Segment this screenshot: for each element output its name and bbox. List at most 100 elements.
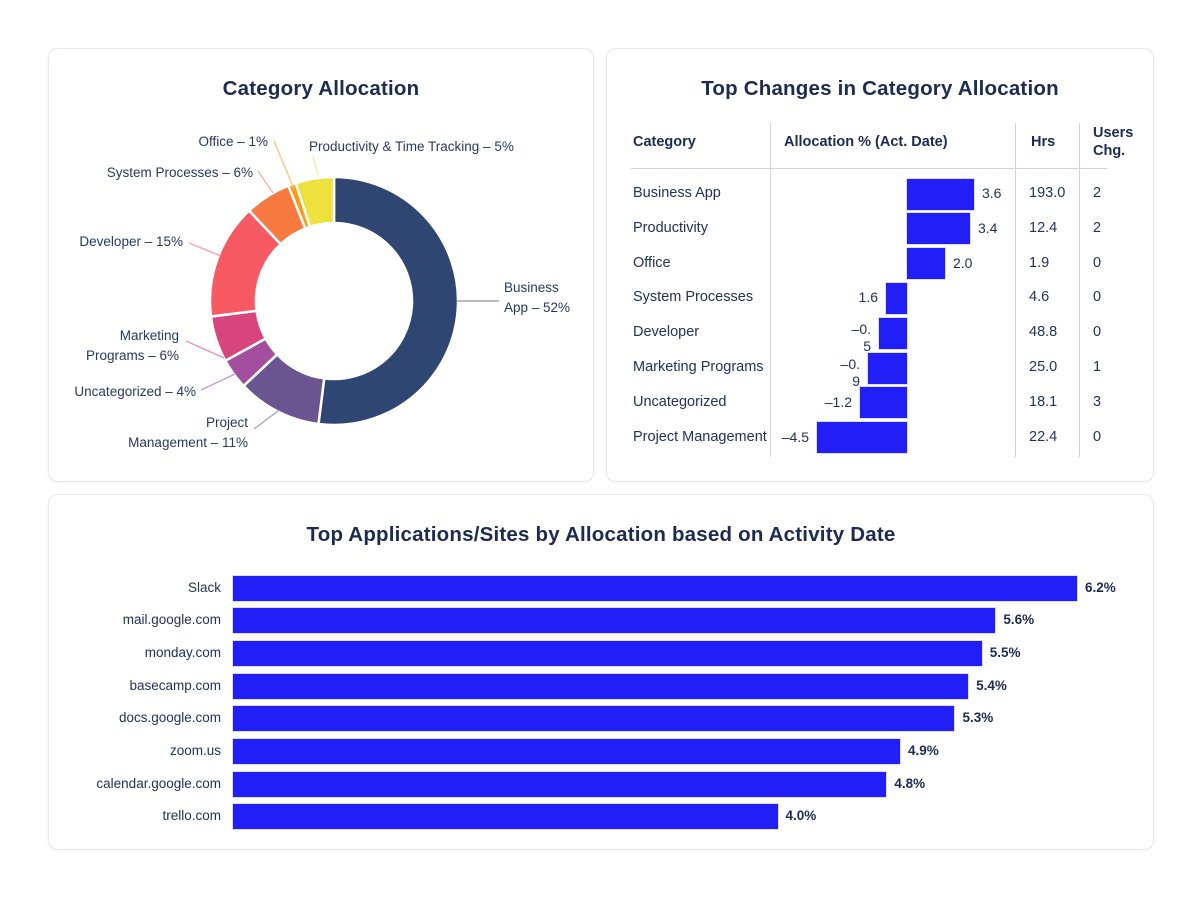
category-allocation-title: Category Allocation	[222, 77, 420, 100]
app-row-label-mail-google-com: mail.google.com	[122, 612, 221, 628]
change-value: 3.6	[982, 185, 1001, 202]
app-bar-trello-com	[233, 804, 778, 830]
hrs-value: 193.0	[1029, 185, 1066, 201]
app-row-label-calendar-google-com: calendar.google.com	[96, 775, 221, 791]
leader-line-project-management	[253, 410, 279, 430]
leader-line-office	[273, 140, 295, 190]
app-value-label: 5.6%	[1003, 612, 1035, 628]
leader-line-productivity-time-tracking	[312, 155, 319, 176]
callout-label-line: Marketing	[119, 328, 179, 343]
users-chg-value: 0	[1093, 289, 1102, 306]
table-row-category: Project Management	[633, 428, 767, 445]
app-bar-zoom-us	[233, 739, 901, 764]
change-value: 1.6	[816, 289, 878, 306]
app-row-label-zoom-us: zoom.us	[169, 743, 221, 758]
col-header-users-chg: Users Chg.	[1093, 124, 1133, 160]
change-value-line: –1.2	[824, 393, 852, 410]
app-bar-calendar-google-com	[233, 771, 887, 797]
hrs-value: 4.6	[1029, 289, 1050, 306]
table-row-category: Uncategorized	[633, 393, 727, 410]
top-changes-table: Category Allocation % (Act. Date) Hrs Us…	[607, 49, 1153, 481]
col-header-allocation: Allocation % (Act. Date)	[784, 134, 948, 150]
table-row-category: Office	[633, 254, 671, 271]
users-chg-value: 0	[1093, 324, 1102, 341]
col-header-hrs: Hrs	[1031, 134, 1056, 150]
change-value-line: 3.4	[978, 219, 998, 236]
app-row-label-basecamp-com: basecamp.com	[129, 677, 221, 693]
col-header-users-line2: Chg.	[1093, 143, 1126, 159]
app-value-label: 4.9%	[908, 743, 939, 758]
change-value-line: 9	[852, 372, 860, 389]
app-value-label: 5.4%	[976, 677, 1007, 693]
change-value-line: 3.6	[982, 185, 1002, 201]
users-chg-value: 0	[1093, 254, 1102, 271]
app-row-label-slack: Slack	[187, 579, 221, 595]
change-bar-marketing-programs	[868, 352, 907, 384]
change-bar-uncategorized	[860, 387, 907, 419]
callout-label-business-app: Business App – 52%	[504, 278, 570, 318]
callout-label-line: Developer – 15%	[79, 234, 183, 249]
hrs-value: 1.9	[1029, 254, 1050, 271]
hrs-value: 48.8	[1029, 324, 1058, 341]
header-divider	[631, 168, 1107, 169]
app-value-label: 5.5%	[989, 644, 1021, 660]
change-value: 2.0	[953, 255, 972, 272]
top-changes-title: Top Changes in Category Allocation	[701, 77, 1059, 100]
table-row-category: Marketing Programs	[633, 359, 764, 375]
callout-label-line: Business	[504, 280, 559, 295]
table-row-category: Productivity	[633, 219, 708, 236]
app-value-label: 4.8%	[894, 775, 926, 791]
table-row-category: Business App	[633, 185, 721, 201]
change-bar-productivity	[907, 213, 970, 245]
callout-label-line: System Processes – 6%	[106, 165, 253, 180]
users-chg-value: 2	[1093, 219, 1102, 236]
callout-label-line: Project	[205, 415, 248, 430]
app-bar-monday-com	[233, 640, 982, 666]
callout-label-line: Productivity & Time Tracking – 5%	[309, 139, 514, 154]
donut-segment-productivity-time-tracking	[294, 175, 336, 229]
change-bar-office	[907, 248, 945, 280]
callout-label-productivity-time-tracking: Productivity & Time Tracking – 5%	[309, 137, 514, 157]
donut-segment-business-app	[317, 175, 460, 427]
donut-svg	[185, 140, 499, 430]
change-bar-project-management	[817, 422, 907, 454]
app-value-label: 4.0%	[785, 808, 817, 824]
column-divider	[770, 123, 771, 457]
callout-label-line: Office – 1%	[198, 134, 268, 149]
change-value-line: –0.	[840, 355, 860, 372]
users-chg-value: 3	[1093, 393, 1102, 410]
app-value-label: 6.2%	[1085, 579, 1116, 595]
users-chg-value: 2	[1093, 185, 1102, 201]
change-value-line: –0.	[851, 320, 871, 337]
change-value: –1.2	[790, 394, 852, 411]
donut-chart: Business App – 52% Project Management – 11%…	[49, 49, 593, 481]
change-value: –0. 9	[798, 356, 860, 390]
change-value: –4.5	[747, 429, 809, 446]
change-bar-system-processes	[886, 282, 907, 314]
leader-line-marketing-programs	[185, 340, 225, 359]
top-changes-panel: Top Changes in Category Allocation Categ…	[606, 48, 1154, 482]
hrs-value: 12.4	[1029, 219, 1058, 236]
change-bar-business-app	[907, 178, 974, 210]
callout-label-developer: Developer – 15%	[79, 232, 183, 252]
top-apps-chart: Slack 6.2% mail.google.com 5.6% monday.com 5.…	[49, 495, 1153, 849]
table-rows: Business App 3.6 193.0 2 Productivity 3.4 12.4…	[607, 49, 1153, 481]
col-header-category: Category	[633, 134, 696, 150]
column-divider	[1079, 123, 1080, 457]
hrs-value: 22.4	[1029, 428, 1058, 445]
app-row-label-trello-com: trello.com	[162, 808, 221, 824]
callout-label-project-management: Project Management – 11%	[128, 413, 248, 453]
change-value-line: 5	[863, 337, 871, 354]
change-value-line: 2.0	[953, 254, 973, 271]
leader-line-system-processes	[257, 170, 274, 194]
change-value-line: –4.5	[781, 428, 809, 445]
app-row-label-monday-com: monday.com	[144, 644, 221, 660]
change-value: –0. 5	[809, 321, 871, 355]
callout-label-office: Office – 1%	[198, 132, 268, 152]
app-bar-docs-google-com	[233, 706, 955, 732]
leader-line-developer	[188, 242, 222, 257]
app-bar-mail-google-com	[233, 608, 996, 634]
top-apps-title: Top Applications/Sites by Allocation bas…	[306, 523, 896, 546]
callout-label-line: App – 52%	[504, 300, 571, 315]
